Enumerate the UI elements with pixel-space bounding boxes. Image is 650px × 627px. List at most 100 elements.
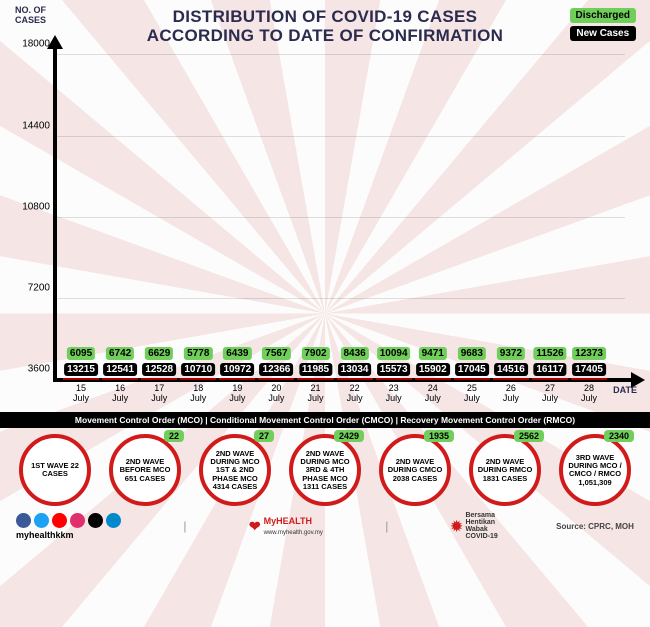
bar-slot: 66291252817July bbox=[141, 378, 177, 380]
newcases-label: 17045 bbox=[455, 363, 489, 376]
bar-slot: 123731740528July bbox=[571, 378, 607, 380]
wave-badge: 22 bbox=[164, 430, 184, 442]
wave-badge: 2562 bbox=[514, 430, 544, 442]
x-category: 28July bbox=[571, 384, 607, 403]
wave-item: 1ST WAVE 22 CASES bbox=[12, 434, 98, 506]
bar-slot: 57781071018July bbox=[180, 378, 216, 380]
bar: 577810710 bbox=[180, 378, 216, 380]
newcases-label: 13034 bbox=[338, 363, 372, 376]
separator: | bbox=[179, 519, 190, 533]
discharged-label: 9683 bbox=[458, 347, 486, 360]
newcases-label: 12528 bbox=[142, 363, 176, 376]
bar: 937214516 bbox=[493, 378, 529, 380]
wave-circle: 2ND WAVE DURING CMCO 2038 CASES bbox=[379, 434, 451, 506]
brand-bersama: ✹ Bersama Hentikan Wabak COVID-19 bbox=[451, 512, 498, 540]
y-tick: 18000 bbox=[10, 39, 50, 50]
wave-circle: 2ND WAVE DURING MCO 3RD & 4TH PHASE MCO … bbox=[289, 434, 361, 506]
bar: 790211985 bbox=[297, 378, 333, 380]
discharged-label: 9372 bbox=[497, 347, 525, 360]
x-category: 17July bbox=[141, 384, 177, 403]
x-category: 27July bbox=[532, 384, 568, 403]
newcases-label: 11985 bbox=[299, 363, 332, 376]
wave-circle: 1ST WAVE 22 CASES bbox=[19, 434, 91, 506]
chart-title-l1: DISTRIBUTION OF COVID-19 CASES bbox=[10, 8, 640, 27]
bar: 1152616117 bbox=[532, 378, 568, 380]
social-icon[interactable] bbox=[16, 513, 31, 528]
discharged-label: 8436 bbox=[340, 347, 368, 360]
x-category: 22July bbox=[337, 384, 373, 403]
virus-icon: ✹ bbox=[451, 519, 463, 533]
bar: 1237317405 bbox=[571, 378, 607, 380]
wave-circle: 2ND WAVE DURING RMCO 1831 CASES bbox=[469, 434, 541, 506]
bar: 1009415573 bbox=[376, 378, 412, 380]
discharged-label: 6439 bbox=[223, 347, 251, 360]
bar-slot: 100941557323July bbox=[376, 378, 412, 380]
footer: myhealthkkm | ❤ MyHEALTH www.myhealth.go… bbox=[10, 508, 640, 540]
newcases-label: 14516 bbox=[494, 363, 528, 376]
wave-item: 19352ND WAVE DURING CMCO 2038 CASES bbox=[372, 434, 458, 506]
bar: 643910972 bbox=[219, 378, 255, 380]
bar-slot: 96831704525July bbox=[454, 378, 490, 380]
x-category: 15July bbox=[63, 384, 99, 403]
chart-title-l2: ACCORDING TO DATE OF CONFIRMATION bbox=[10, 27, 640, 46]
y-tick: 10800 bbox=[10, 201, 50, 212]
chart: DATE 60951321515July67421254116July66291… bbox=[10, 50, 640, 410]
legend: Discharged New Cases bbox=[570, 8, 636, 44]
heart-icon: ❤ bbox=[249, 518, 261, 535]
y-tick: 3600 bbox=[10, 364, 50, 375]
y-tick: 7200 bbox=[10, 283, 50, 294]
wave-badge: 1935 bbox=[424, 430, 454, 442]
x-category: 16July bbox=[102, 384, 138, 403]
x-category: 20July bbox=[258, 384, 294, 403]
brand-myhealth: ❤ MyHEALTH www.myhealth.gov.my bbox=[249, 516, 323, 536]
gridline bbox=[55, 54, 625, 55]
newcases-label: 12541 bbox=[103, 363, 137, 376]
social-icon[interactable] bbox=[34, 513, 49, 528]
x-category: 25July bbox=[454, 384, 490, 403]
legend-newcases: New Cases bbox=[570, 26, 636, 41]
bar: 674212541 bbox=[102, 378, 138, 380]
waves-row: 1ST WAVE 22 CASES222ND WAVE BEFORE MCO 6… bbox=[10, 428, 640, 508]
newcases-label: 16117 bbox=[533, 363, 566, 376]
newcases-label: 17405 bbox=[572, 363, 606, 376]
bar-slot: 64391097219July bbox=[219, 378, 255, 380]
discharged-label: 9471 bbox=[419, 347, 447, 360]
x-category: 23July bbox=[376, 384, 412, 403]
bar: 662912528 bbox=[141, 378, 177, 380]
wave-circle: 2ND WAVE DURING MCO 1ST & 2ND PHASE MCO … bbox=[199, 434, 271, 506]
bar: 756712366 bbox=[258, 378, 294, 380]
wave-item: 272ND WAVE DURING MCO 1ST & 2ND PHASE MC… bbox=[192, 434, 278, 506]
discharged-label: 12373 bbox=[572, 347, 606, 360]
gridline bbox=[55, 136, 625, 137]
y-axis bbox=[53, 45, 57, 380]
bar: 947115902 bbox=[415, 378, 451, 380]
bar-slot: 79021198521July bbox=[297, 378, 333, 380]
brand1-sub: www.myhealth.gov.my bbox=[264, 530, 323, 536]
newcases-label: 10972 bbox=[220, 363, 254, 376]
wave-item: 222ND WAVE BEFORE MCO 651 CASES bbox=[102, 434, 188, 506]
discharged-label: 5778 bbox=[184, 347, 212, 360]
discharged-label: 6629 bbox=[145, 347, 173, 360]
wave-badge: 2429 bbox=[334, 430, 364, 442]
bar-slot: 93721451626July bbox=[493, 378, 529, 380]
social-icons bbox=[16, 513, 121, 528]
source-text: Source: CPRC, MOH bbox=[556, 522, 634, 531]
x-category: 26July bbox=[493, 384, 529, 403]
header: NO. OFCASES DISTRIBUTION OF COVID-19 CAS… bbox=[10, 8, 640, 45]
discharged-label: 7902 bbox=[301, 347, 329, 360]
social-icon[interactable] bbox=[52, 513, 67, 528]
wave-item: 24292ND WAVE DURING MCO 3RD & 4TH PHASE … bbox=[282, 434, 368, 506]
social-handle: myhealthkkm bbox=[16, 530, 121, 540]
social-block: myhealthkkm bbox=[16, 513, 121, 540]
gridline bbox=[55, 298, 625, 299]
x-category: 19July bbox=[219, 384, 255, 403]
discharged-label: 6095 bbox=[67, 347, 95, 360]
social-icon[interactable] bbox=[70, 513, 85, 528]
separator: | bbox=[381, 519, 392, 533]
newcases-label: 15573 bbox=[377, 363, 411, 376]
social-icon[interactable] bbox=[88, 513, 103, 528]
discharged-label: 10094 bbox=[377, 347, 411, 360]
bar: 609513215 bbox=[63, 378, 99, 380]
bars-container: 60951321515July67421254116July6629125281… bbox=[63, 55, 607, 380]
social-icon[interactable] bbox=[106, 513, 121, 528]
